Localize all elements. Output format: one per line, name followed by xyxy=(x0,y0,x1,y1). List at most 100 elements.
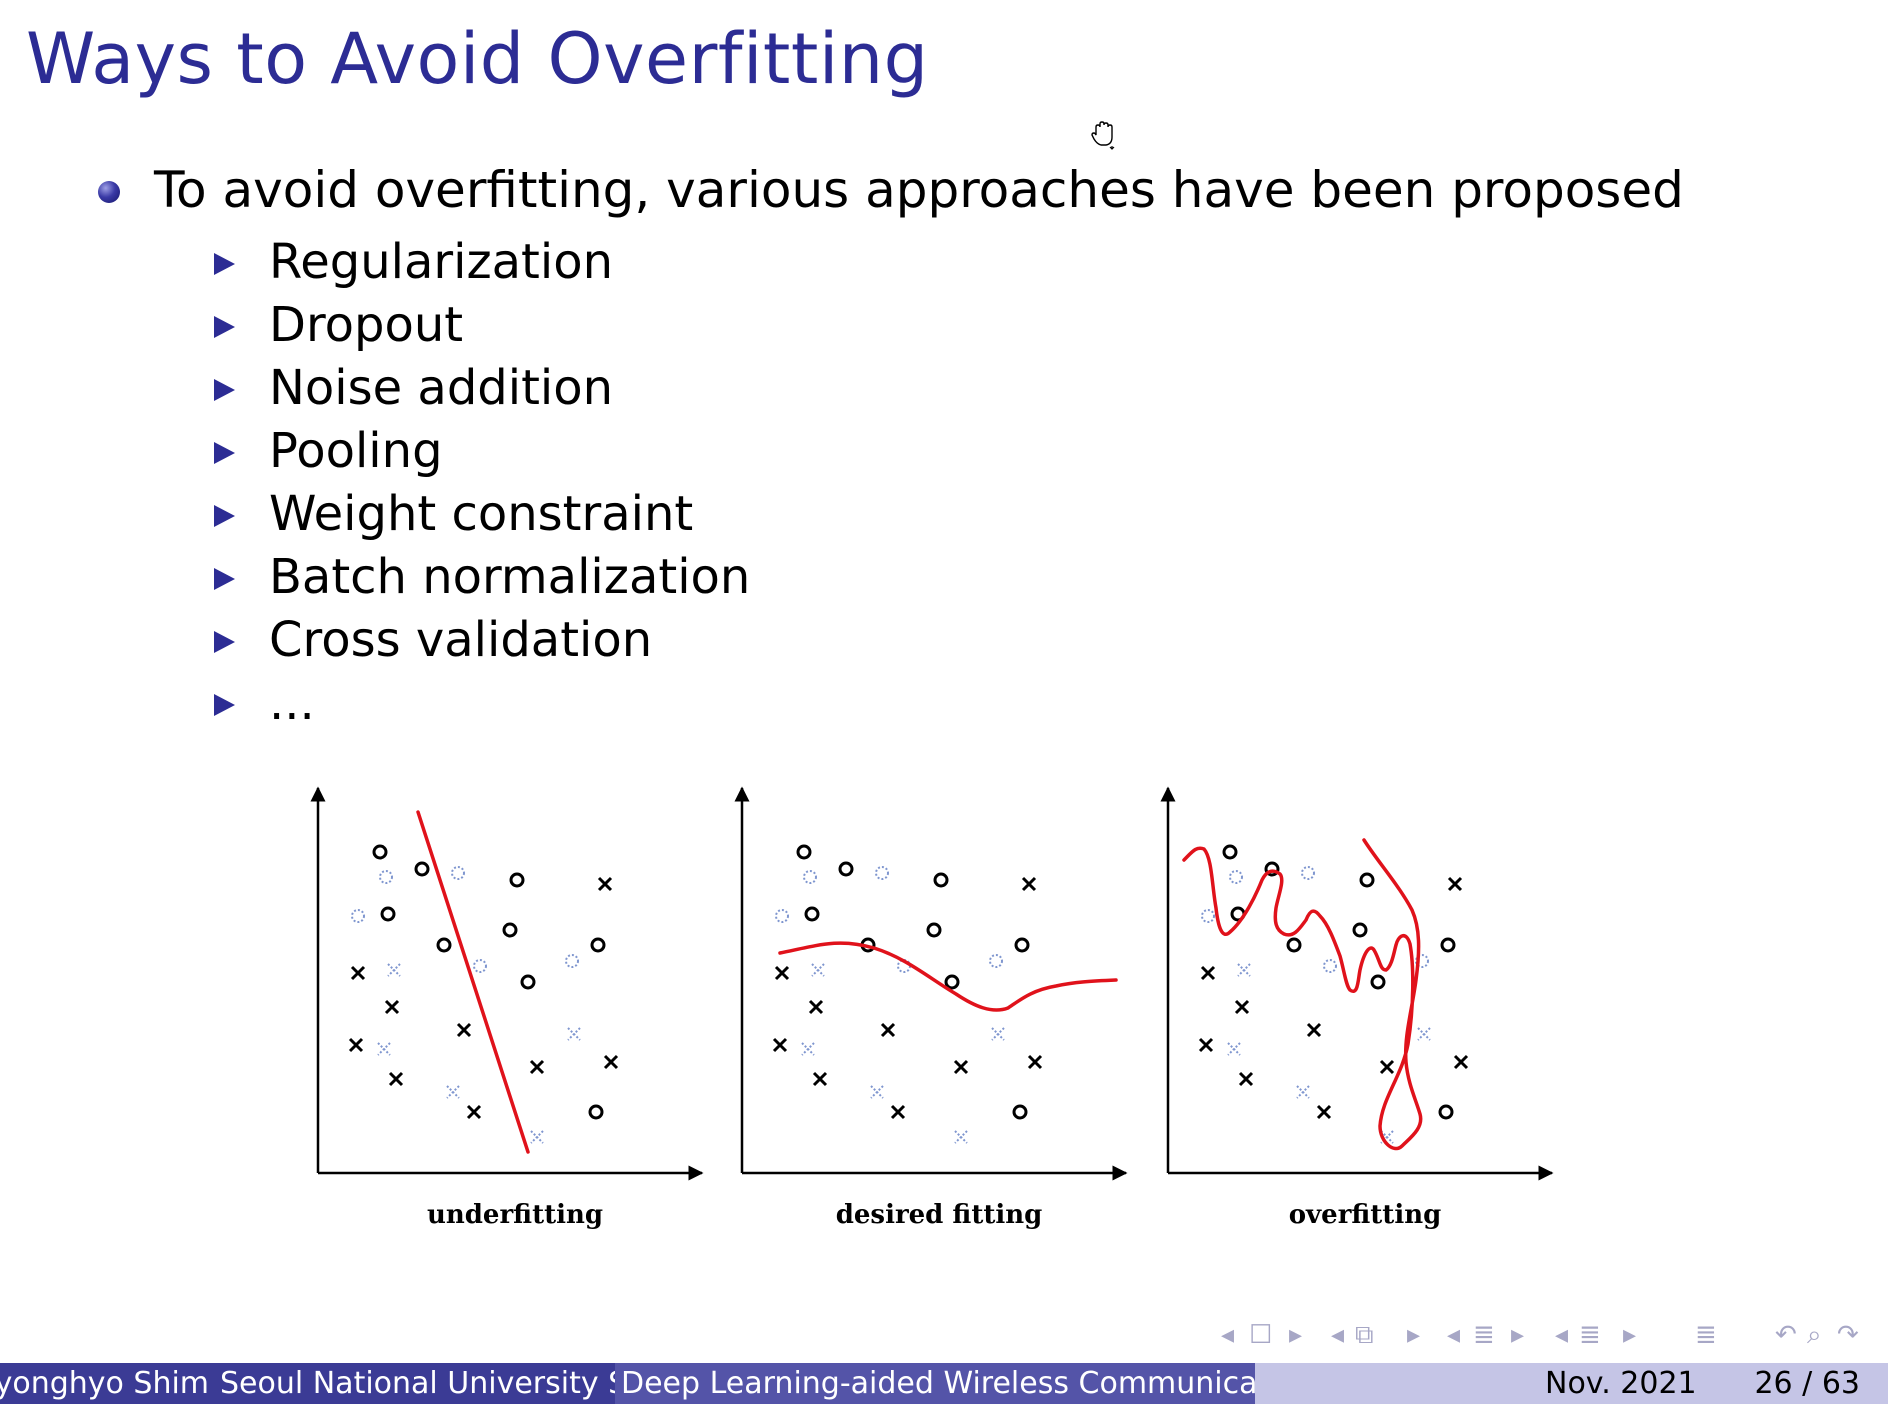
train-circle-marker xyxy=(838,861,854,877)
test-cross-marker xyxy=(1417,1027,1431,1041)
footer-institute: Seoul National University Seoul National… xyxy=(220,1366,615,1401)
frame-icon[interactable]: ☐ xyxy=(1249,1320,1273,1350)
test-cross-marker xyxy=(377,1042,391,1056)
train-cross-marker xyxy=(772,1037,788,1053)
previous-frame-icon[interactable]: ◂ xyxy=(1221,1320,1235,1350)
slide-icon[interactable]: ⧉ xyxy=(1355,1320,1374,1350)
train-circle-marker xyxy=(436,937,452,953)
beamer-navigation-controls: ◂ ☐ ▸ ◂ ⧉ ▸ ◂ ≣ ▸ ◂ ≣ ▸ ≣ ↶ ⌕ ↷ xyxy=(1215,1315,1875,1355)
footer-bar: Byonghyo Shim Seoul National University … xyxy=(0,1363,1888,1404)
test-cross-marker xyxy=(954,1130,968,1144)
previous-slide-icon[interactable]: ◂ xyxy=(1331,1320,1345,1350)
hand-cursor-icon xyxy=(1090,120,1116,150)
train-cross-marker xyxy=(1200,965,1216,981)
train-circle-marker xyxy=(926,922,942,938)
next-subsection-icon[interactable]: ▸ xyxy=(1511,1320,1525,1350)
test-cross-marker xyxy=(811,963,825,977)
subsection-icon[interactable]: ≣ xyxy=(1473,1320,1495,1350)
plot-caption-desired-fitting: desired fitting xyxy=(835,1200,1043,1230)
train-circle-marker xyxy=(414,861,430,877)
triangle-bullet-icon xyxy=(214,442,235,464)
search-icon[interactable]: ⌕ xyxy=(1807,1320,1822,1350)
test-circle-marker xyxy=(379,870,393,884)
footer-title-section: Deep Learning-aided Wireless Communicati… xyxy=(615,1363,1255,1404)
train-cross-marker xyxy=(1238,1071,1254,1087)
test-circle-marker xyxy=(989,954,1003,968)
desired-fitting-plot: desired fitting xyxy=(724,780,1154,1240)
list-item-text: Batch normalization xyxy=(269,549,751,605)
train-cross-marker xyxy=(1316,1104,1332,1120)
previous-subsection-icon[interactable]: ◂ xyxy=(1447,1320,1461,1350)
list-item-text: Weight constraint xyxy=(269,486,694,542)
next-section-icon[interactable]: ▸ xyxy=(1623,1320,1637,1350)
train-cross-marker xyxy=(1021,876,1037,892)
train-cross-marker xyxy=(597,876,613,892)
slide-title: Ways to Avoid Overfitting xyxy=(26,18,929,100)
train-circle-marker xyxy=(1440,937,1456,953)
list-item-text: ... xyxy=(269,675,315,731)
test-cross-marker xyxy=(387,963,401,977)
next-frame-icon[interactable]: ▸ xyxy=(1289,1320,1303,1350)
undo-icon[interactable]: ↶ xyxy=(1775,1320,1797,1350)
train-circle-marker xyxy=(1264,861,1280,877)
train-cross-marker xyxy=(890,1104,906,1120)
test-circle-marker xyxy=(1415,954,1429,968)
train-circle-marker xyxy=(1438,1104,1454,1120)
train-circle-marker xyxy=(1370,974,1386,990)
triangle-bullet-icon xyxy=(214,694,235,716)
train-circle-marker xyxy=(502,922,518,938)
ball-bullet-icon xyxy=(98,181,120,203)
test-circle-marker xyxy=(565,954,579,968)
train-circle-marker xyxy=(1014,937,1030,953)
train-cross-marker xyxy=(1027,1054,1043,1070)
train-circle-marker xyxy=(590,937,606,953)
test-cross-marker xyxy=(567,1027,581,1041)
redo-icon[interactable]: ↷ xyxy=(1837,1320,1859,1350)
underfitting-plot: underfitting xyxy=(300,780,730,1240)
test-cross-marker xyxy=(870,1085,884,1099)
train-circle-marker xyxy=(520,974,536,990)
previous-section-icon[interactable]: ◂ xyxy=(1555,1320,1569,1350)
test-circle-marker xyxy=(1323,959,1337,973)
train-cross-marker xyxy=(529,1059,545,1075)
test-cross-marker xyxy=(446,1085,460,1099)
fit-curve xyxy=(416,810,530,1154)
train-cross-marker xyxy=(348,1037,364,1053)
train-circle-marker xyxy=(588,1104,604,1120)
footer-page-number: 26 / 63 xyxy=(1754,1366,1860,1401)
list-item-text: Dropout xyxy=(269,297,464,353)
train-cross-marker xyxy=(466,1104,482,1120)
list-item-text: Cross validation xyxy=(269,612,653,668)
test-cross-marker xyxy=(1227,1042,1241,1056)
plot-caption-underfitting: underfitting xyxy=(426,1200,604,1230)
test-circle-marker xyxy=(351,909,365,923)
train-cross-marker xyxy=(953,1059,969,1075)
train-cross-marker xyxy=(388,1071,404,1087)
footer-author: Byonghyo Shim xyxy=(0,1366,210,1401)
test-circle-marker xyxy=(1201,909,1215,923)
footer-date: Nov. 2021 xyxy=(1545,1366,1697,1401)
triangle-bullet-icon xyxy=(214,316,235,338)
fit-curve xyxy=(1182,838,1423,1151)
footer-author-section: Byonghyo Shim Seoul National University … xyxy=(0,1363,615,1404)
list-item-text: Noise addition xyxy=(269,360,614,416)
train-cross-marker xyxy=(1306,1022,1322,1038)
triangle-bullet-icon xyxy=(214,253,235,275)
train-cross-marker xyxy=(603,1054,619,1070)
train-circle-marker xyxy=(372,844,388,860)
fit-curve xyxy=(778,941,1118,1012)
main-bullet-text: To avoid overfitting, various approaches… xyxy=(154,161,1684,219)
test-circle-marker xyxy=(875,866,889,880)
footer-title: Deep Learning-aided Wireless Communicati… xyxy=(621,1366,1255,1401)
test-circle-marker xyxy=(1301,866,1315,880)
test-cross-marker xyxy=(530,1130,544,1144)
test-cross-marker xyxy=(991,1027,1005,1041)
train-circle-marker xyxy=(1352,922,1368,938)
train-circle-marker xyxy=(944,974,960,990)
train-cross-marker xyxy=(350,965,366,981)
train-cross-marker xyxy=(1453,1054,1469,1070)
next-slide-icon[interactable]: ▸ xyxy=(1407,1320,1421,1350)
outline-icon[interactable]: ≣ xyxy=(1695,1320,1717,1350)
section-icon[interactable]: ≣ xyxy=(1579,1320,1601,1350)
test-cross-marker xyxy=(1380,1130,1394,1144)
